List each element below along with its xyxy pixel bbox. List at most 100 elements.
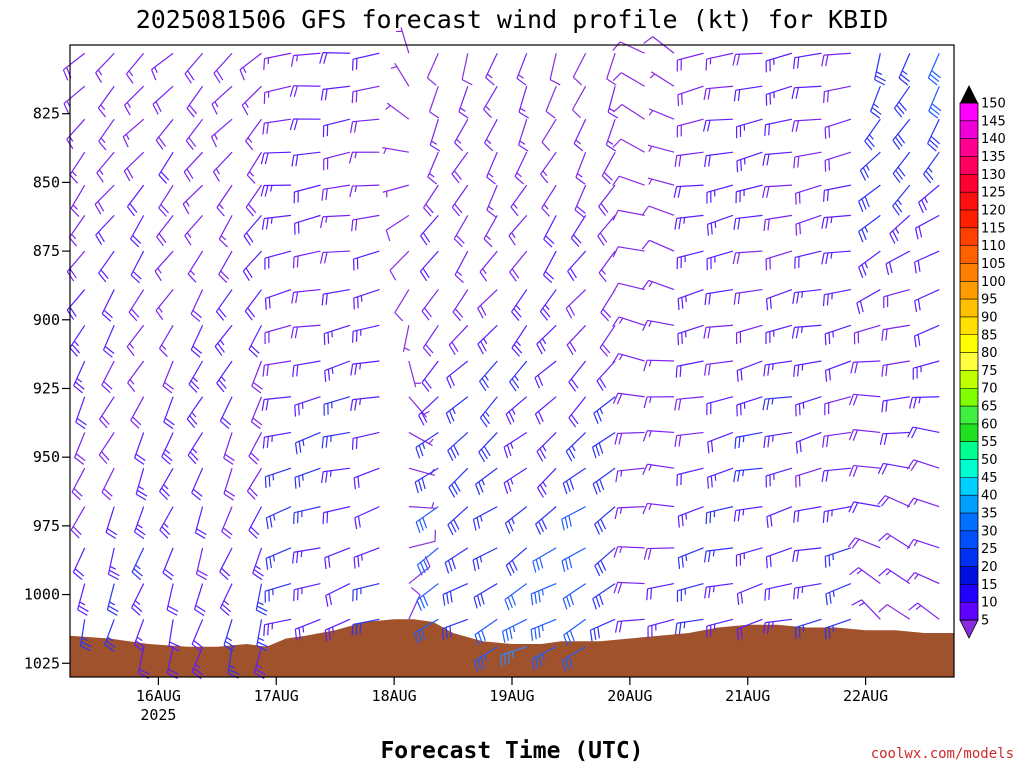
wind-barb bbox=[824, 547, 852, 568]
wind-barb-flag bbox=[486, 209, 497, 218]
wind-barb-flag bbox=[511, 378, 520, 389]
wind-barb-halfflag bbox=[511, 232, 516, 239]
wind-barb-flag bbox=[193, 640, 204, 648]
wind-barb-flag bbox=[131, 607, 141, 616]
wind-barb-flag bbox=[878, 604, 888, 613]
wind-barb bbox=[703, 547, 734, 563]
wind-barb bbox=[291, 151, 321, 167]
wind-barb bbox=[674, 151, 704, 167]
wind-barb-halfflag bbox=[649, 396, 652, 404]
wind-barb-shaft bbox=[536, 324, 557, 345]
wind-barb-halfflag bbox=[832, 590, 835, 598]
wind-barb-flag bbox=[822, 436, 825, 448]
wind-barb-flag bbox=[569, 630, 575, 642]
wind-barb-flag bbox=[848, 465, 855, 477]
wind-barb-flag bbox=[847, 537, 856, 548]
wind-barb-flag bbox=[321, 294, 324, 306]
wind-barb-shaft bbox=[677, 467, 704, 476]
wind-barb bbox=[263, 618, 292, 637]
wind-barb-flag bbox=[539, 448, 547, 459]
wind-barb bbox=[795, 467, 822, 488]
wind-barb bbox=[824, 396, 852, 416]
wind-barb-shaft bbox=[156, 214, 174, 238]
wind-barb bbox=[319, 214, 350, 228]
wind-barb-shaft bbox=[263, 151, 292, 154]
wind-barb bbox=[703, 85, 734, 101]
wind-barb-halfflag bbox=[359, 398, 362, 405]
wind-barb bbox=[107, 547, 120, 581]
wind-barb-flag bbox=[182, 203, 190, 215]
wind-barb-halfflag bbox=[479, 515, 483, 522]
wind-barb-shaft bbox=[126, 184, 145, 208]
wind-barb-flag bbox=[852, 502, 859, 514]
wind-barb-flag bbox=[248, 348, 258, 358]
wind-barb-flag bbox=[289, 118, 295, 131]
wind-barb-flag bbox=[612, 316, 620, 327]
wind-barb bbox=[793, 52, 822, 70]
wind-barb bbox=[704, 288, 734, 306]
wind-barb-flag bbox=[95, 234, 103, 246]
wind-barb-flag bbox=[892, 230, 899, 242]
wind-barb bbox=[822, 431, 851, 448]
wind-barb-flag bbox=[862, 167, 869, 179]
wind-barb bbox=[353, 288, 380, 310]
wind-barb-flag bbox=[641, 239, 650, 250]
wind-barb-halfflag bbox=[186, 232, 192, 239]
wind-barb bbox=[792, 547, 822, 563]
wind-barb-flag bbox=[478, 451, 486, 463]
wind-barb-shaft bbox=[861, 599, 881, 620]
wind-barb bbox=[514, 151, 528, 185]
wind-barb bbox=[565, 289, 587, 319]
wind-barb-halfflag bbox=[269, 185, 273, 192]
wind-barb-shaft bbox=[539, 289, 557, 312]
wind-barb bbox=[446, 360, 469, 389]
wind-barb-shaft bbox=[736, 547, 763, 556]
wind-barb bbox=[263, 85, 292, 104]
wind-barb-flag bbox=[472, 519, 477, 531]
wind-barb-flag bbox=[768, 588, 771, 600]
wind-barb-shaft bbox=[736, 151, 763, 162]
wind-barb bbox=[567, 250, 587, 282]
wind-barb-flag bbox=[708, 586, 711, 598]
wind-barb-flag bbox=[764, 589, 767, 601]
wind-barb bbox=[427, 151, 439, 185]
wind-barb-shaft bbox=[914, 324, 940, 337]
wind-barb-shaft bbox=[186, 85, 204, 109]
wind-barb bbox=[420, 214, 439, 246]
wind-barb-flag bbox=[420, 235, 428, 246]
wind-barb-flag bbox=[418, 479, 423, 492]
wind-barb-flag bbox=[768, 123, 771, 136]
wind-barb-shaft bbox=[677, 85, 704, 96]
wind-barb-flag bbox=[250, 452, 260, 462]
wind-barb bbox=[95, 214, 115, 246]
wind-barb bbox=[928, 85, 942, 119]
wind-barb-flag bbox=[479, 417, 488, 428]
wind-barb-shaft bbox=[886, 568, 911, 585]
wind-barb bbox=[762, 151, 792, 166]
wind-barb-flag bbox=[296, 364, 299, 377]
wind-barb bbox=[606, 53, 617, 86]
wind-barb bbox=[289, 118, 321, 131]
colorbar-segment bbox=[960, 263, 978, 282]
wind-barb-flag bbox=[245, 140, 254, 151]
wind-barb-flag bbox=[599, 232, 608, 243]
wind-barb-flag bbox=[95, 72, 103, 83]
wind-barb-flag bbox=[265, 558, 269, 570]
wind-barb bbox=[859, 151, 881, 181]
wind-barb-flag bbox=[575, 176, 586, 185]
wind-barb-flag bbox=[566, 344, 574, 355]
wind-barb-flag bbox=[451, 341, 459, 353]
wind-barb bbox=[324, 547, 351, 570]
wind-barb-flag bbox=[677, 186, 682, 198]
wind-barb-flag bbox=[101, 491, 111, 501]
wind-barb-shaft bbox=[264, 118, 292, 124]
colorbar-segment bbox=[960, 245, 978, 264]
wind-barb-shaft bbox=[823, 467, 851, 472]
wind-barb-flag bbox=[923, 173, 932, 184]
wind-barb-flag bbox=[195, 605, 206, 613]
x-tick-label: 22AUG bbox=[843, 687, 888, 705]
wind-barb-shaft bbox=[483, 215, 498, 240]
wind-barb-shaft bbox=[75, 396, 86, 423]
wind-barb bbox=[766, 506, 793, 529]
colorbar-label: 70 bbox=[981, 382, 998, 397]
